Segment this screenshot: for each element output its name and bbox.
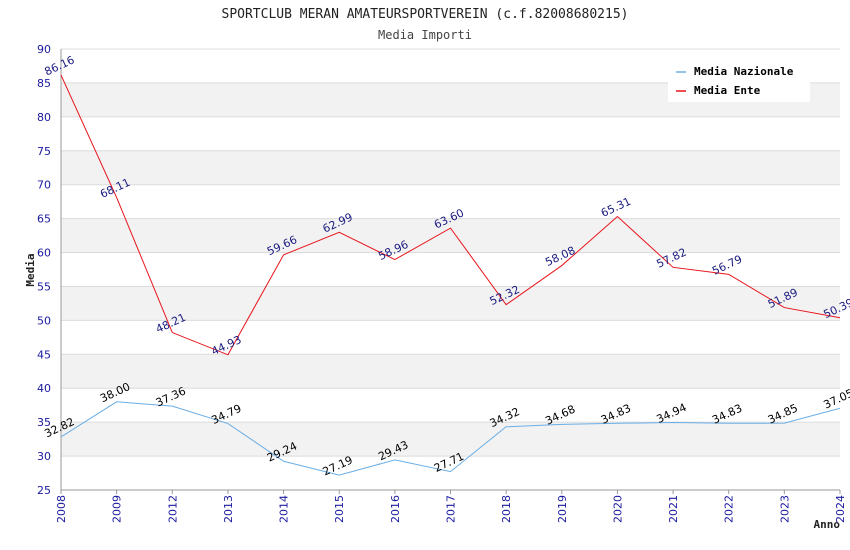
x-tick-label: 2013 [222, 495, 235, 523]
x-tick-label: 2008 [55, 495, 68, 523]
series-layer [60, 74, 841, 476]
x-tick-label: 2012 [166, 495, 179, 523]
x-tick-label: 2015 [333, 495, 346, 523]
series-line-media-nazionale [60, 401, 841, 476]
x-tick-label: 2018 [500, 495, 513, 523]
y-tick-label: 35 [37, 416, 51, 429]
x-tick-label: 2014 [278, 495, 291, 523]
y-axis-ticks: 25 30 35 40 45 50 55 60 65 70 75 80 85 90 [37, 43, 51, 497]
x-tick-label: 2009 [111, 495, 124, 523]
data-label: 86.16 [42, 53, 76, 78]
y-tick-label: 65 [37, 213, 51, 226]
x-tick-label: 2021 [667, 495, 680, 523]
y-tick-label: 70 [37, 179, 51, 192]
series-line-media-ente [60, 74, 841, 356]
y-tick-label: 75 [37, 145, 51, 158]
y-tick-label: 40 [37, 382, 51, 395]
y-tick-label: 85 [37, 77, 51, 90]
y-tick-label: 60 [37, 247, 51, 260]
data-label: 37.05 [821, 387, 850, 412]
x-tick-label: 2024 [834, 495, 847, 523]
grid-band [61, 150, 840, 185]
y-axis-label: Media [24, 253, 37, 286]
y-tick-label: 55 [37, 280, 51, 293]
data-label: 65.31 [599, 195, 633, 220]
y-tick-label: 80 [37, 111, 51, 124]
legend-box [668, 60, 810, 102]
grid-band [61, 422, 840, 457]
y-tick-label: 90 [37, 43, 51, 56]
x-tick-label: 2023 [778, 495, 791, 523]
grid-band [61, 286, 840, 321]
x-tick-label: 2017 [445, 495, 458, 523]
x-tick-label: 2022 [723, 495, 736, 523]
x-axis-ticks: 2008 2009 2012 2013 2014 2015 2016 2017 2018 2019… [55, 490, 847, 523]
x-tick-label: 2020 [611, 495, 624, 523]
chart-subtitle: Media Importi [378, 28, 472, 42]
chart-title: SPORTCLUB MERAN AMATEURSPORTVEREIN (c.f.… [222, 7, 629, 22]
x-axis-label: Anno [814, 518, 841, 531]
legend-label-media-nazionale: Media Nazionale [694, 65, 794, 78]
y-tick-label: 30 [37, 450, 51, 463]
y-tick-label: 45 [37, 348, 51, 361]
legend: Media Nazionale Media Ente [668, 60, 810, 102]
grid-band [61, 354, 840, 389]
grid-band [61, 218, 840, 253]
y-tick-label: 25 [37, 484, 51, 497]
x-tick-label: 2019 [556, 495, 569, 523]
x-tick-label: 2016 [389, 495, 402, 523]
y-tick-label: 50 [37, 314, 51, 327]
legend-label-media-ente: Media Ente [694, 84, 761, 97]
